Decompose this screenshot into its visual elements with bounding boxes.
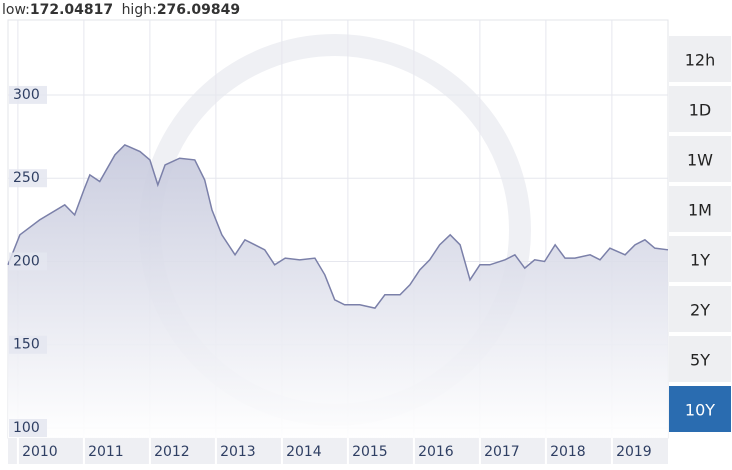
y-tick-label: 250 (13, 170, 40, 186)
button-label: 1M (688, 201, 712, 220)
button-bg (669, 186, 731, 232)
x-tick-label: 2014 (286, 444, 322, 460)
y-tick-label: 200 (13, 253, 40, 269)
range-button[interactable]: 1Y (669, 236, 731, 282)
y-tick-bg (9, 252, 47, 271)
y-tick-label: 100 (13, 420, 40, 436)
x-axis-band (8, 438, 668, 464)
x-tick-label: 2013 (220, 444, 256, 460)
button-label: 12h (685, 51, 716, 70)
button-label: 2Y (690, 301, 710, 320)
x-tick-label: 2012 (154, 444, 190, 460)
low-label: low: (2, 2, 30, 18)
y-tick-bg (9, 335, 47, 354)
high-label: high: (122, 2, 157, 18)
range-button[interactable]: 2Y (669, 286, 731, 332)
x-tick-label: 2019 (616, 444, 652, 460)
low-value: 172.04817 (30, 2, 113, 18)
button-bg (669, 136, 731, 182)
x-tick-label: 2011 (88, 444, 124, 460)
range-button[interactable]: 1D (669, 86, 731, 132)
button-bg (669, 336, 731, 382)
button-label: 1D (689, 101, 712, 120)
range-summary: low:172.04817 high:276.09849 (2, 2, 240, 18)
x-tick-label: 2010 (22, 444, 58, 460)
range-button[interactable]: 12h (669, 36, 731, 82)
high-value: 276.09849 (157, 2, 240, 18)
y-tick-label: 300 (13, 87, 40, 103)
button-bg (669, 36, 731, 82)
line (7, 144, 669, 309)
range-button[interactable]: 10Y (669, 386, 731, 432)
y-tick-bg (9, 85, 47, 104)
range-button[interactable]: 1M (669, 186, 731, 232)
button-label: 1Y (690, 251, 710, 270)
button-label: 1W (687, 151, 713, 170)
x-tick-label: 2017 (484, 444, 520, 460)
button-bg (669, 236, 731, 282)
range-button[interactable]: 1W (669, 136, 731, 182)
button-label: 10Y (685, 401, 715, 420)
button-label: 5Y (690, 351, 710, 370)
button-bg (669, 286, 731, 332)
range-button[interactable]: 5Y (669, 336, 731, 382)
button-bg (669, 386, 731, 432)
y-tick-bg (9, 169, 47, 188)
area-fill (8, 144, 668, 439)
y-tick-bg (9, 419, 47, 438)
button-bg (669, 86, 731, 132)
x-tick-label: 2016 (418, 444, 454, 460)
x-tick-label: 2018 (550, 444, 586, 460)
y-tick-label: 150 (13, 337, 40, 353)
x-tick-label: 2015 (352, 444, 388, 460)
